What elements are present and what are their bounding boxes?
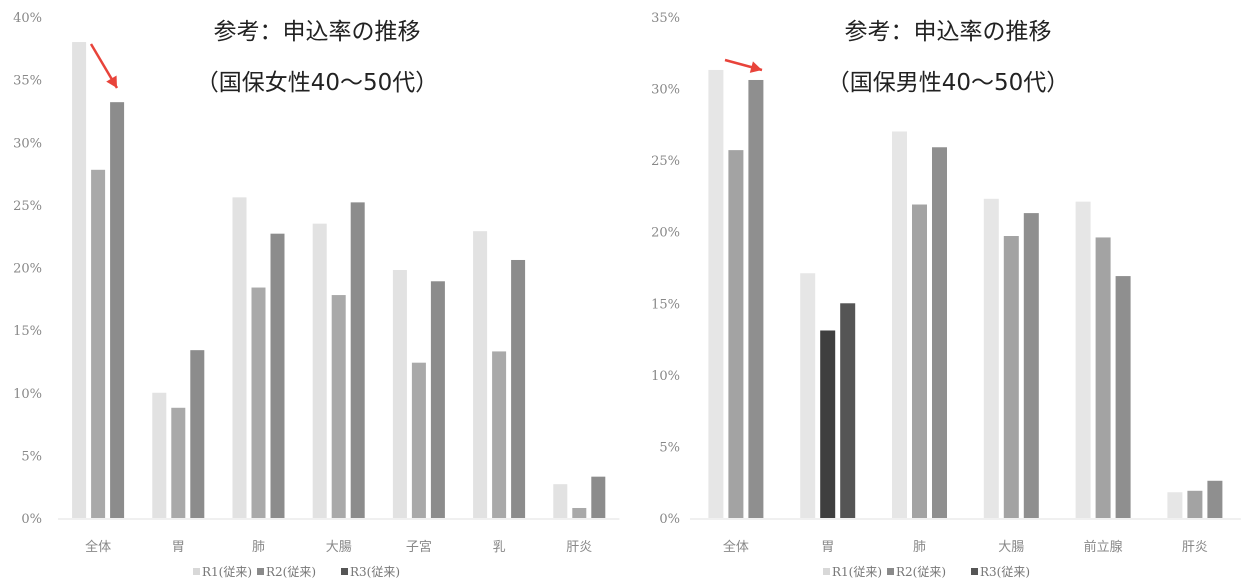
bar-3-7 xyxy=(591,476,606,518)
bar-2-1 xyxy=(91,169,106,518)
x-tick-label: 全体 xyxy=(85,539,111,555)
bar-3-3 xyxy=(932,147,947,518)
y-tick-label: 30% xyxy=(651,83,680,98)
chart-title-line: （国保男性40～50代） xyxy=(827,70,1070,96)
bar-2-3 xyxy=(251,287,266,518)
bar-1-3 xyxy=(232,197,247,519)
y-tick-label: 10% xyxy=(13,387,42,402)
chart-title-line: 参考：申込率の推移 xyxy=(214,19,421,45)
x-tick-label: 前立腺 xyxy=(1084,539,1123,555)
y-tick-label: 0% xyxy=(659,512,680,527)
x-tick-label: 肝炎 xyxy=(1182,540,1208,555)
y-tick-label: 35% xyxy=(651,11,680,26)
bar-1-2 xyxy=(152,392,167,518)
bar-2-2 xyxy=(820,330,836,518)
bar-3-2 xyxy=(840,303,856,518)
legend-label: R3(従来) xyxy=(350,565,400,579)
legend-label: R1(従来) xyxy=(202,565,252,579)
bar-3-5 xyxy=(430,281,445,518)
bar-3-6 xyxy=(1207,480,1223,518)
legend-label: R2(従来) xyxy=(896,565,946,579)
chart-title-line: （国保女性40～50代） xyxy=(196,70,439,96)
legend-label: R3(従来) xyxy=(980,565,1030,579)
legend-swatch xyxy=(193,568,200,575)
bar-1-5 xyxy=(392,270,407,518)
x-tick-label: 肺 xyxy=(913,540,926,555)
bar-2-1 xyxy=(728,150,744,518)
bar-1-6 xyxy=(473,231,488,519)
bar-2-7 xyxy=(572,507,587,518)
annotation-arrow-head-icon xyxy=(749,61,762,73)
legend-swatch xyxy=(971,568,978,575)
bar-1-5 xyxy=(1075,201,1091,518)
bar-2-5 xyxy=(411,362,426,518)
x-tick-label: 胃 xyxy=(821,540,834,555)
legend-label: R1(従来) xyxy=(832,565,882,579)
y-tick-label: 35% xyxy=(13,74,42,89)
bar-2-5 xyxy=(1095,237,1111,518)
bar-1-4 xyxy=(983,198,999,518)
bar-3-6 xyxy=(511,259,526,518)
chart-title-line: 参考：申込率の推移 xyxy=(845,19,1052,45)
x-tick-label: 乳 xyxy=(493,540,506,555)
legend-swatch xyxy=(823,568,830,575)
bar-3-1 xyxy=(110,102,125,519)
bar-2-4 xyxy=(1003,236,1019,518)
bar-3-1 xyxy=(748,79,764,519)
left-chart-women: 0% 5% 10% 15% 20% 25% 30% 35% 40% 全体 胃 肺 大腸 子宮 乳 肝炎 参考：申… xyxy=(13,11,620,579)
bar-1-7 xyxy=(553,484,568,518)
x-tick-label: 肝炎 xyxy=(566,540,592,555)
y-tick-label: 10% xyxy=(651,369,680,384)
y-tick-label: 5% xyxy=(659,440,680,455)
legend-swatch xyxy=(341,568,348,575)
x-tick-label: 胃 xyxy=(172,540,185,555)
bar-2-4 xyxy=(331,295,346,518)
legend-swatch xyxy=(257,568,264,575)
right-chart-men: 0% 5% 10% 15% 20% 25% 30% 35% 全体 胃 肺 大腸 前立腺 肝炎 参考：申込率の… xyxy=(651,11,1241,579)
legend-label: R2(従来) xyxy=(266,565,316,579)
y-tick-label: 15% xyxy=(13,324,42,339)
bar-3-3 xyxy=(270,233,285,518)
bar-2-6 xyxy=(1187,490,1203,518)
annotation-arrow-head-icon xyxy=(106,75,117,88)
bar-3-4 xyxy=(350,202,365,518)
y-tick-label: 20% xyxy=(13,262,42,277)
bar-1-2 xyxy=(800,273,816,518)
y-tick-label: 40% xyxy=(13,11,42,26)
bar-1-1 xyxy=(708,69,724,518)
y-tick-label: 25% xyxy=(651,154,680,169)
bar-1-3 xyxy=(892,131,907,518)
bar-3-4 xyxy=(1023,213,1039,518)
x-tick-label: 肺 xyxy=(252,540,265,555)
y-tick-label: 5% xyxy=(21,449,42,464)
y-tick-label: 15% xyxy=(651,297,680,312)
y-tick-label: 30% xyxy=(13,136,42,151)
legend-swatch xyxy=(887,568,894,575)
y-tick-label: 0% xyxy=(21,512,42,527)
x-tick-label: 大腸 xyxy=(998,540,1024,555)
bar-1-4 xyxy=(312,223,327,518)
bar-3-2 xyxy=(190,350,205,518)
bar-2-6 xyxy=(492,351,507,518)
bar-1-6 xyxy=(1167,492,1183,518)
x-tick-label: 大腸 xyxy=(326,540,352,555)
y-tick-label: 25% xyxy=(13,199,42,214)
x-tick-label: 子宮 xyxy=(406,539,432,555)
bar-2-3 xyxy=(912,204,927,518)
y-tick-label: 20% xyxy=(651,226,680,241)
bar-2-2 xyxy=(171,407,186,518)
bar-3-5 xyxy=(1115,276,1131,518)
x-tick-label: 全体 xyxy=(723,539,749,555)
bar-1-1 xyxy=(72,42,87,519)
